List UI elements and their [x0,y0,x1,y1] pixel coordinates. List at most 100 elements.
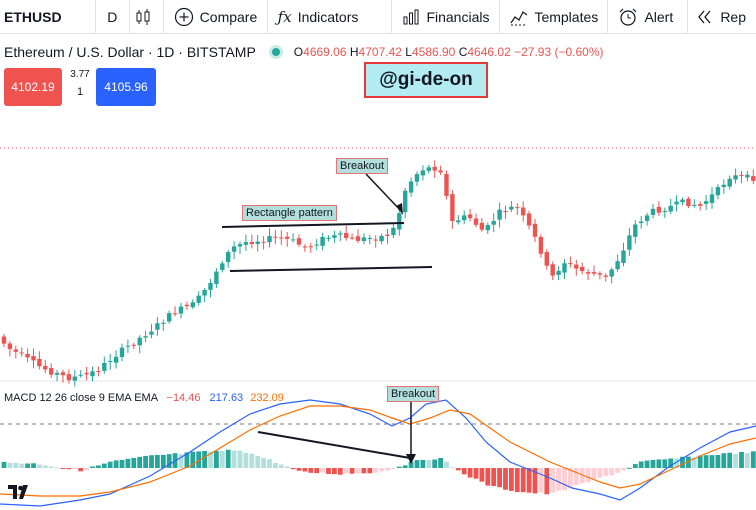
candle-body [19,352,24,354]
breakout-callout[interactable]: Breakout [336,158,389,174]
candle-body [161,322,166,324]
macd-histogram-bar [420,459,426,468]
candle-body [1,336,7,344]
macd-breakout-callout[interactable]: Breakout [387,386,440,402]
chart-type-button[interactable] [130,0,164,34]
candles [1,160,756,387]
candle-body [178,306,184,314]
candle-body [273,236,278,238]
macd-histogram-bar [249,453,255,468]
macd-histogram-bar [267,459,272,468]
macd-histogram-bar [273,462,278,468]
rectangle-top-line[interactable] [221,222,405,228]
macd-histogram-bar [408,461,414,468]
interval-button[interactable]: D [96,0,130,34]
candle-body [414,174,420,182]
compare-label: Compare [199,8,258,25]
candle-body [709,194,715,203]
sell-price: 4102.19 [11,80,55,94]
candle-body [591,272,597,274]
tradingview-logo[interactable] [8,484,32,505]
candle-body [692,204,697,206]
macd-histogram-bar [332,468,337,475]
macd-histogram-bar [184,452,190,468]
macd-histogram-bar [261,458,266,468]
macd-histogram-bar [497,468,502,488]
spread-indicator: 3.77 1 [66,68,94,106]
candle-body [538,236,544,254]
macd-histogram-bar [208,451,213,468]
candle-body [49,368,54,375]
candle-body [497,209,502,220]
macd-histogram-bar [202,450,207,468]
candle-body [479,222,485,230]
candle-body [308,246,313,248]
breakout-arrow[interactable] [365,173,403,213]
quantity-value[interactable]: 1 [76,86,84,98]
candle-body [621,250,626,263]
candle-body [237,244,243,247]
macd-histogram-bar [615,468,620,473]
candle-body [609,269,614,277]
alert-button[interactable]: Alert [608,0,689,34]
candle-body [544,252,549,266]
macd-trend-line[interactable] [257,431,411,459]
macd-histogram-bar [396,466,402,468]
candle-body [650,208,656,215]
macd-histogram-bar [113,460,119,468]
candle-body [184,304,190,307]
macd-histogram-bar [155,454,160,468]
rectangle-bottom-line[interactable] [229,266,433,272]
macd-histogram-bar [461,468,467,475]
macd-histogram-bar [119,459,125,468]
macd-histogram-bar [367,468,373,474]
macd-histogram-bar [556,468,561,491]
macd-histogram-bar [219,450,225,468]
top-toolbar: ETHUSD D Compare ƒx Indicators Financial… [0,0,756,34]
macd-histogram-bar [644,460,650,468]
macd-histogram-bar [349,468,355,474]
candle-body [662,211,667,213]
compare-button[interactable]: Compare [164,0,268,34]
candle-body [597,273,603,275]
macd-histogram-bar [19,463,25,468]
macd-histogram-bar [391,468,396,469]
market-status-icon[interactable] [271,48,280,56]
macd-title[interactable]: MACD 12 26 close 9 EMA EMA [4,392,158,404]
interval-label: D [107,8,118,25]
candle-body [403,190,408,213]
macd-histogram-bar [668,458,674,468]
macd-histogram-bar [568,468,573,489]
indicators-label: Indicators [297,8,359,25]
candle-body [379,236,384,242]
symbol-title[interactable]: Ethereum / U.S. Dollar · 1D · BITSTAMP [4,44,256,60]
financials-button[interactable]: Financials [392,0,501,34]
macd-histogram-bar [379,468,384,472]
candle-body [355,236,361,241]
candle-body [326,237,331,239]
macd-histogram-bar [196,451,202,468]
templates-button[interactable]: Templates [500,0,609,34]
rectangle-pattern-callout[interactable]: Rectangle pattern [242,205,337,221]
macd-histogram-bar [166,454,172,468]
macd-histogram-bar [514,468,520,493]
macd-histogram-bar [485,468,491,486]
symbol-search[interactable]: ETHUSD [0,0,96,34]
macd-histogram-bar [302,468,308,472]
replay-button[interactable]: Rep [688,0,756,34]
candle-body [344,233,349,239]
macd-histogram-bar [143,455,148,468]
sell-button[interactable]: 4102.19 [4,68,62,106]
indicators-button[interactable]: ƒx Indicators [268,0,393,34]
candle-body [473,218,479,225]
candle-body [432,166,437,171]
high-key: H [349,45,359,59]
candle-body [438,170,443,173]
candle-body [137,337,142,346]
macd-histogram-bar [662,459,668,468]
macd-histogram-bar [691,457,697,468]
macd-histogram-bar [296,468,302,471]
bars-icon [402,8,420,26]
buy-button[interactable]: 4105.96 [96,68,156,106]
